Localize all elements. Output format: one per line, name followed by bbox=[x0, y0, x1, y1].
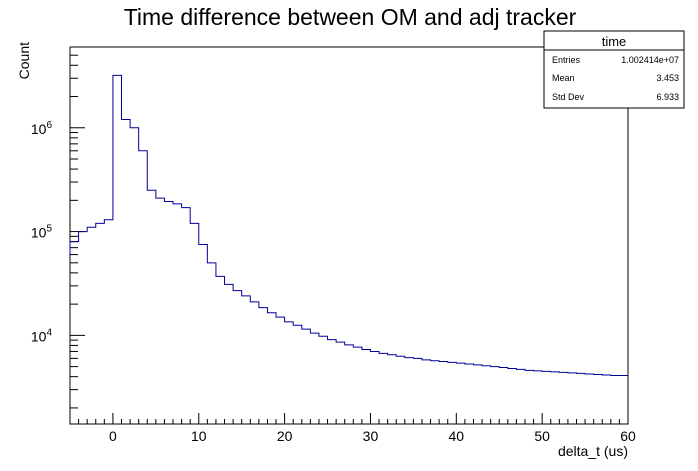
x-tick-label: 10 bbox=[191, 428, 207, 444]
plot-frame bbox=[69, 46, 629, 425]
stats-stddev-value: 6.933 bbox=[656, 92, 679, 102]
histogram-series-line bbox=[69, 74, 628, 377]
x-tick-label: 40 bbox=[449, 428, 465, 444]
chart-title: Time difference between OM and adj track… bbox=[124, 4, 577, 30]
y-tick-label: 105 bbox=[31, 224, 53, 241]
stats-box-name: time bbox=[602, 34, 627, 49]
y-tick-label-exponent: 5 bbox=[46, 224, 52, 235]
x-tick-label: 20 bbox=[277, 428, 293, 444]
x-axis-label: delta_t (us) bbox=[558, 443, 628, 459]
y-tick-label-exponent: 6 bbox=[46, 120, 52, 131]
stats-entries-label: Entries bbox=[552, 55, 581, 65]
x-tick-label: 30 bbox=[363, 428, 379, 444]
x-tick-label: 60 bbox=[620, 428, 636, 444]
y-tick-label-base: 10 bbox=[31, 121, 47, 137]
y-axis-label: Count bbox=[16, 42, 32, 79]
stats-box: time Entries 1.002414e+07 Mean 3.453 Std… bbox=[543, 30, 685, 109]
stats-stddev-label: Std Dev bbox=[552, 92, 585, 102]
x-tick-label: 50 bbox=[534, 428, 550, 444]
stats-box-frame bbox=[543, 30, 685, 109]
x-axis: 0 10 20 30 40 50 60 bbox=[69, 413, 636, 444]
stats-entries-value: 1.002414e+07 bbox=[621, 55, 679, 65]
stats-mean-value: 3.453 bbox=[656, 73, 679, 83]
x-tick-label: 0 bbox=[109, 428, 117, 444]
stats-mean-label: Mean bbox=[552, 73, 575, 83]
y-tick-label-base: 10 bbox=[31, 328, 47, 344]
y-tick-label-base: 10 bbox=[31, 225, 47, 241]
y-tick-label: 106 bbox=[31, 120, 53, 137]
y-tick-label-exponent: 4 bbox=[46, 327, 52, 338]
y-tick-label: 104 bbox=[31, 327, 53, 344]
